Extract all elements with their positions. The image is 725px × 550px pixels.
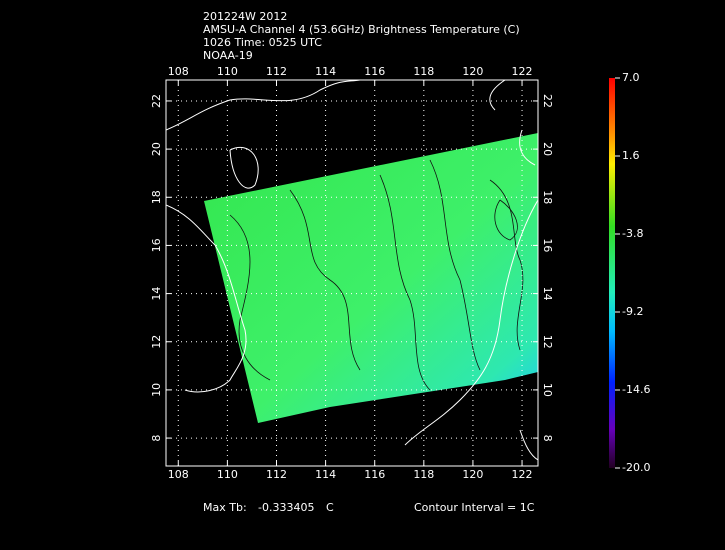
- title-line: 1026 Time: 0525 UTC: [203, 36, 322, 49]
- colorbar: [609, 78, 615, 468]
- coastline: [166, 80, 538, 461]
- title-line: 201224W 2012: [203, 10, 287, 23]
- x-tick-label: 120: [462, 468, 483, 481]
- y-tick-label: 20: [541, 142, 554, 156]
- y-tick-label: 12: [541, 335, 554, 349]
- y-tick-label: 14: [541, 287, 554, 301]
- y-tick-label: 22: [541, 94, 554, 108]
- contour-note: Contour Interval = 1C: [414, 501, 535, 514]
- x-tick-label: 108: [168, 468, 189, 481]
- max-unit: C: [326, 501, 334, 514]
- colorbar-label: -3.8: [622, 227, 643, 240]
- x-tick-label: 110: [217, 65, 238, 78]
- x-tick-label: 116: [364, 468, 385, 481]
- contours: [229, 159, 524, 391]
- y-tick-label: 20: [150, 142, 163, 156]
- colorbar-label: -20.0: [622, 461, 650, 474]
- y-tick-label: 16: [541, 238, 554, 252]
- x-tick-label: 110: [217, 468, 238, 481]
- x-tick-label: 116: [364, 65, 385, 78]
- data-swath: [204, 133, 538, 423]
- max-value: -0.333405: [258, 501, 314, 514]
- x-tick-label: 114: [315, 468, 336, 481]
- y-tick-label: 18: [150, 190, 163, 204]
- y-tick-label: 16: [150, 238, 163, 252]
- x-tick-label: 112: [266, 468, 287, 481]
- y-tick-label: 8: [150, 435, 163, 442]
- colorbar-label: -9.2: [622, 305, 643, 318]
- y-tick-label: 18: [541, 190, 554, 204]
- colorbar-label: -14.6: [622, 383, 650, 396]
- x-tick-label: 122: [512, 468, 533, 481]
- y-tick-label: 22: [150, 94, 163, 108]
- max-label: Max Tb:: [203, 501, 247, 514]
- x-tick-label: 118: [413, 65, 434, 78]
- map-area: [166, 80, 538, 461]
- x-tick-label: 108: [168, 65, 189, 78]
- colorbar-label: 7.0: [622, 71, 640, 84]
- y-tick-label: 8: [541, 435, 554, 442]
- y-tick-label: 14: [150, 287, 163, 301]
- y-tick-label: 10: [150, 383, 163, 397]
- x-tick-label: 118: [413, 468, 434, 481]
- map-frame: [165, 79, 539, 467]
- x-tick-label: 114: [315, 65, 336, 78]
- colorbar-label: 1.6: [622, 149, 640, 162]
- title-line: NOAA-19: [203, 49, 253, 62]
- title-line: AMSU-A Channel 4 (53.6GHz) Brightness Te…: [203, 23, 520, 36]
- y-tick-label: 10: [541, 383, 554, 397]
- x-tick-label: 120: [462, 65, 483, 78]
- x-tick-label: 112: [266, 65, 287, 78]
- x-tick-label: 122: [512, 65, 533, 78]
- y-tick-label: 12: [150, 335, 163, 349]
